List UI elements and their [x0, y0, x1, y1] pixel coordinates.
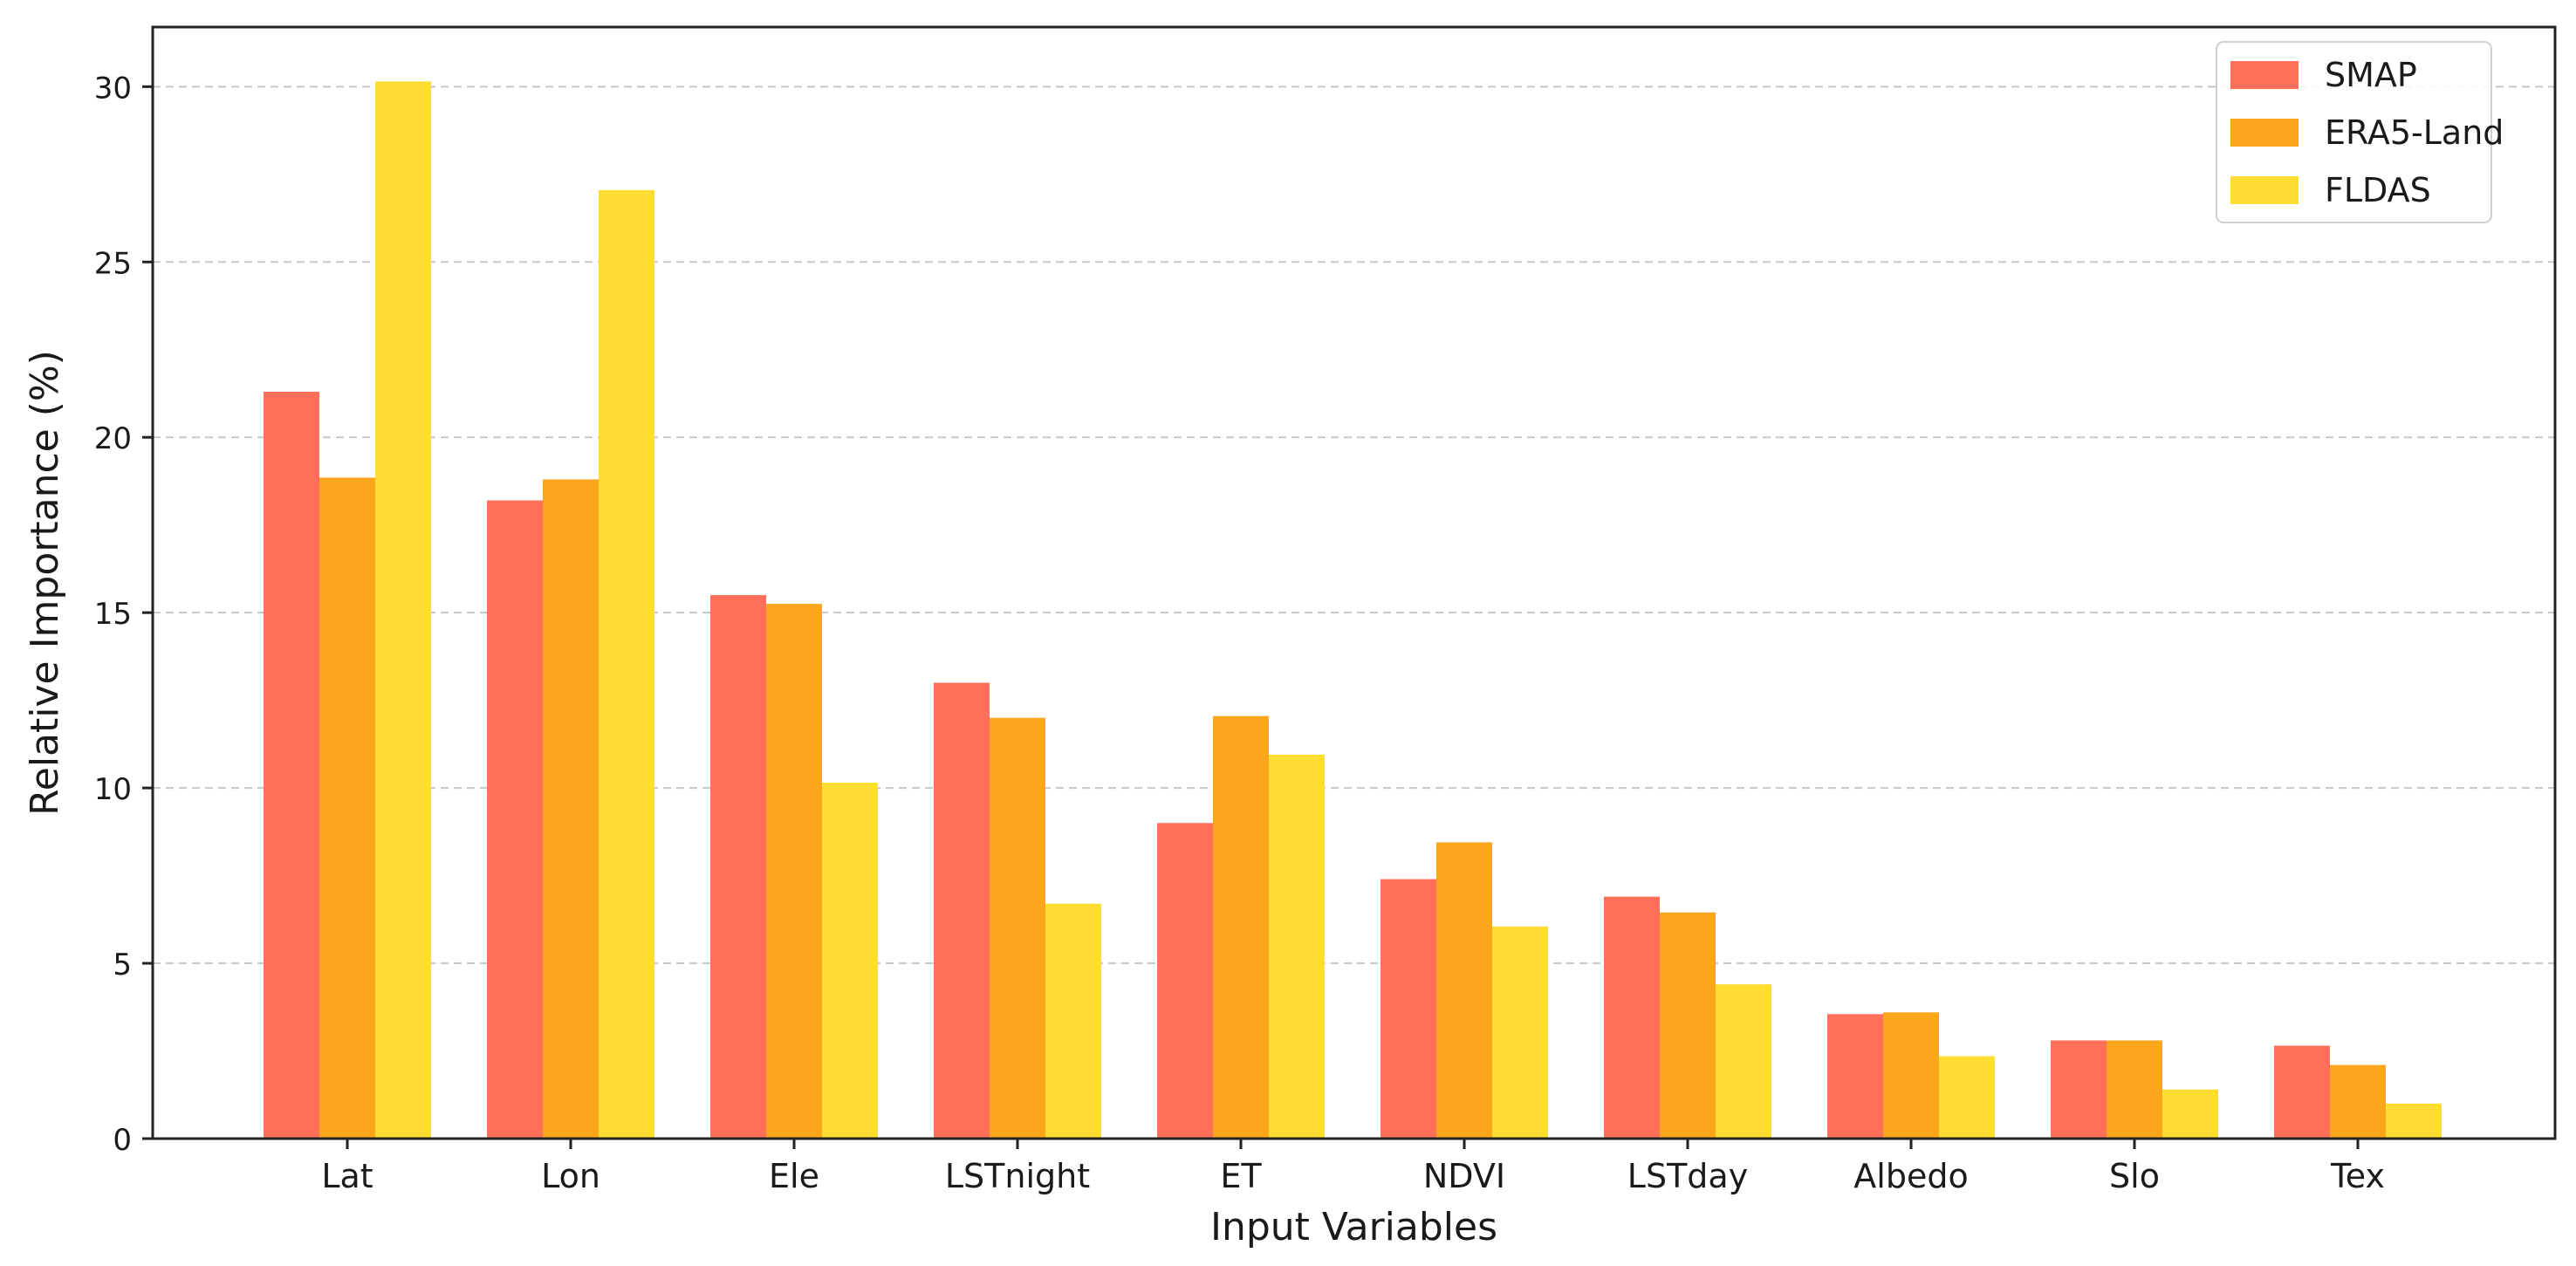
y-tick-label: 5	[113, 948, 132, 982]
legend-swatch	[2230, 176, 2299, 204]
x-axis-ticks: Lat Lon Ele LSTnight ET NDVI LSTday Albedo Slo Te…	[321, 1139, 2385, 1195]
bar-era5-land-lat	[319, 477, 375, 1139]
legend-label: FLDAS	[2325, 171, 2431, 209]
y-tick-label: 30	[94, 71, 132, 106]
bar-era5-land-ndvi	[1436, 842, 1492, 1139]
bar-smap-tex	[2274, 1045, 2330, 1139]
bar-fldas-ele	[822, 783, 878, 1139]
bar-fldas-ndvi	[1492, 926, 1548, 1139]
bar-fldas-lat	[375, 81, 431, 1139]
bar-smap-lon	[487, 500, 543, 1139]
y-tick-label: 15	[94, 597, 132, 632]
legend-label: ERA5-Land	[2325, 113, 2504, 152]
bar-era5-land-ele	[766, 604, 822, 1139]
x-tick-label: NDVI	[1423, 1157, 1505, 1195]
x-tick-label: Albedo	[1853, 1157, 1968, 1195]
bars	[264, 81, 2442, 1139]
bar-era5-land-albedo	[1883, 1012, 1939, 1139]
bar-smap-lstnight	[934, 682, 990, 1139]
y-tick-label: 25	[94, 246, 132, 281]
x-axis-title: Input Variables	[1210, 1205, 1497, 1249]
legend-label: SMAP	[2325, 56, 2417, 94]
x-tick-label: Ele	[769, 1157, 819, 1195]
y-axis-title: Relative Importance (%)	[23, 350, 67, 816]
bar-era5-land-lon	[543, 479, 599, 1139]
bar-fldas-slo	[2162, 1089, 2218, 1139]
x-tick-label: ET	[1220, 1157, 1262, 1195]
bar-fldas-lstnight	[1045, 903, 1101, 1139]
y-tick-label: 20	[94, 421, 132, 456]
bar-fldas-lon	[599, 189, 654, 1139]
bar-era5-land-et	[1213, 715, 1269, 1139]
bar-fldas-albedo	[1939, 1056, 1995, 1139]
bar-smap-et	[1157, 823, 1213, 1139]
x-tick-label: Lon	[541, 1157, 600, 1195]
legend-swatch	[2230, 61, 2299, 89]
x-tick-label: Slo	[2109, 1157, 2160, 1195]
bar-fldas-tex	[2386, 1103, 2442, 1139]
bar-era5-land-lstnight	[990, 717, 1045, 1139]
y-tick-label: 10	[94, 772, 132, 807]
bar-smap-lat	[264, 391, 319, 1139]
x-tick-label: Lat	[321, 1157, 373, 1195]
bar-smap-slo	[2051, 1040, 2107, 1139]
legend: SMAP ERA5-Land FLDAS	[2216, 41, 2504, 223]
bar-fldas-et	[1269, 754, 1325, 1139]
bar-smap-lstday	[1604, 896, 1660, 1139]
bar-era5-land-tex	[2330, 1064, 2386, 1139]
y-tick-label: 0	[113, 1123, 132, 1158]
legend-swatch	[2230, 119, 2299, 147]
bar-fldas-lstday	[1716, 984, 1771, 1139]
bar-era5-land-slo	[2107, 1040, 2162, 1139]
bar-smap-ndvi	[1380, 879, 1436, 1139]
x-tick-label: LSTnight	[945, 1157, 1090, 1195]
x-tick-label: Tex	[2330, 1157, 2385, 1195]
bar-smap-ele	[710, 595, 766, 1139]
y-axis-ticks: 0 5 10 15 20 25 30	[94, 71, 153, 1158]
bar-era5-land-lstday	[1660, 912, 1716, 1139]
plot-frame	[151, 25, 2557, 1140]
x-tick-label: LSTday	[1627, 1157, 1748, 1195]
bar-smap-albedo	[1827, 1014, 1883, 1139]
